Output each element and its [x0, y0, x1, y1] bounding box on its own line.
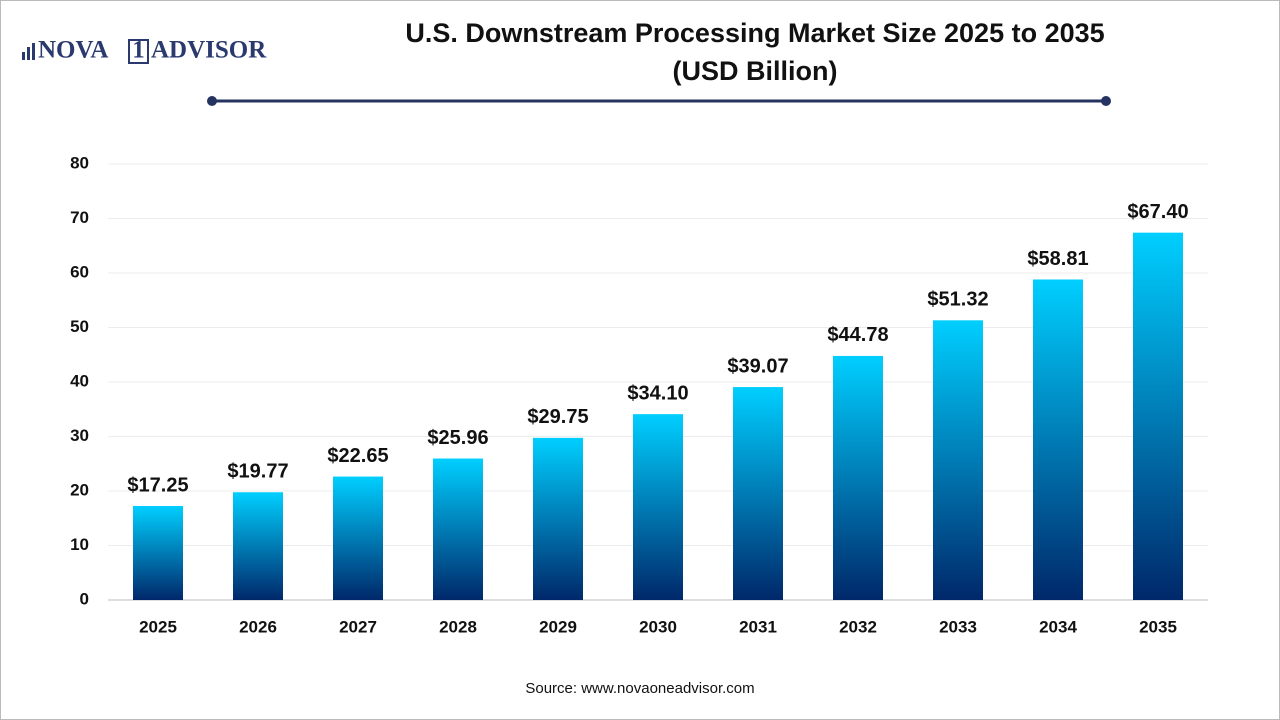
- x-tick-label: 2026: [239, 617, 277, 636]
- bar: [1133, 232, 1183, 601]
- y-tick-label: 30: [70, 426, 89, 445]
- x-tick-label: 2027: [339, 617, 377, 636]
- y-tick-label: 0: [80, 589, 89, 608]
- x-tick-label: 2031: [739, 617, 777, 636]
- bar: [533, 437, 583, 600]
- bar: [633, 414, 683, 600]
- bar: [933, 320, 983, 600]
- x-tick-label: 2035: [1139, 617, 1177, 636]
- value-label: $51.32: [927, 289, 988, 311]
- value-label: $58.81: [1027, 248, 1088, 270]
- bar: [133, 505, 183, 600]
- value-label: $39.07: [727, 355, 788, 377]
- y-tick-label: 40: [70, 371, 89, 390]
- bar: [833, 355, 883, 600]
- value-label: $19.77: [227, 461, 288, 483]
- value-label: $22.65: [327, 445, 388, 467]
- y-tick-label: 50: [70, 317, 89, 336]
- chart-subtitle: (USD Billion): [673, 56, 838, 86]
- logo-mark: 1: [132, 37, 145, 64]
- bar: [433, 458, 483, 600]
- y-tick-label: 60: [70, 262, 89, 281]
- x-tick-label: 2029: [539, 617, 577, 636]
- x-tick-label: 2032: [839, 617, 877, 636]
- x-tick-label: 2028: [439, 617, 477, 636]
- value-label: $25.96: [427, 427, 488, 449]
- value-label: $29.75: [527, 406, 588, 428]
- x-tick-label: 2033: [939, 617, 977, 636]
- y-tick-label: 20: [70, 480, 89, 499]
- bar: [1033, 279, 1083, 600]
- logo: NOVA 1 ADVISOR: [22, 37, 267, 64]
- logo-text: NOVA: [38, 37, 108, 64]
- title-rule: [207, 96, 1111, 106]
- y-tick-label: 70: [70, 208, 89, 227]
- x-tick-label: 2034: [1039, 617, 1077, 636]
- value-label: $34.10: [627, 382, 688, 404]
- source: Source: www.novaoneadvisor.com: [525, 680, 754, 697]
- logo-box: [128, 39, 149, 64]
- bar: [233, 492, 283, 600]
- x-tick-label: 2025: [139, 617, 177, 636]
- value-label: $44.78: [827, 324, 888, 346]
- value-label: $67.40: [1127, 201, 1188, 223]
- logo-text: ADVISOR: [151, 37, 267, 64]
- x-tick-label: 2030: [639, 617, 677, 636]
- y-tick-label: 80: [70, 153, 89, 172]
- chart-title: U.S. Downstream Processing Market Size 2…: [405, 18, 1104, 48]
- y-tick-label: 10: [70, 535, 89, 554]
- value-label: $17.25: [127, 474, 188, 496]
- bar: [333, 476, 383, 600]
- bar: [733, 387, 783, 600]
